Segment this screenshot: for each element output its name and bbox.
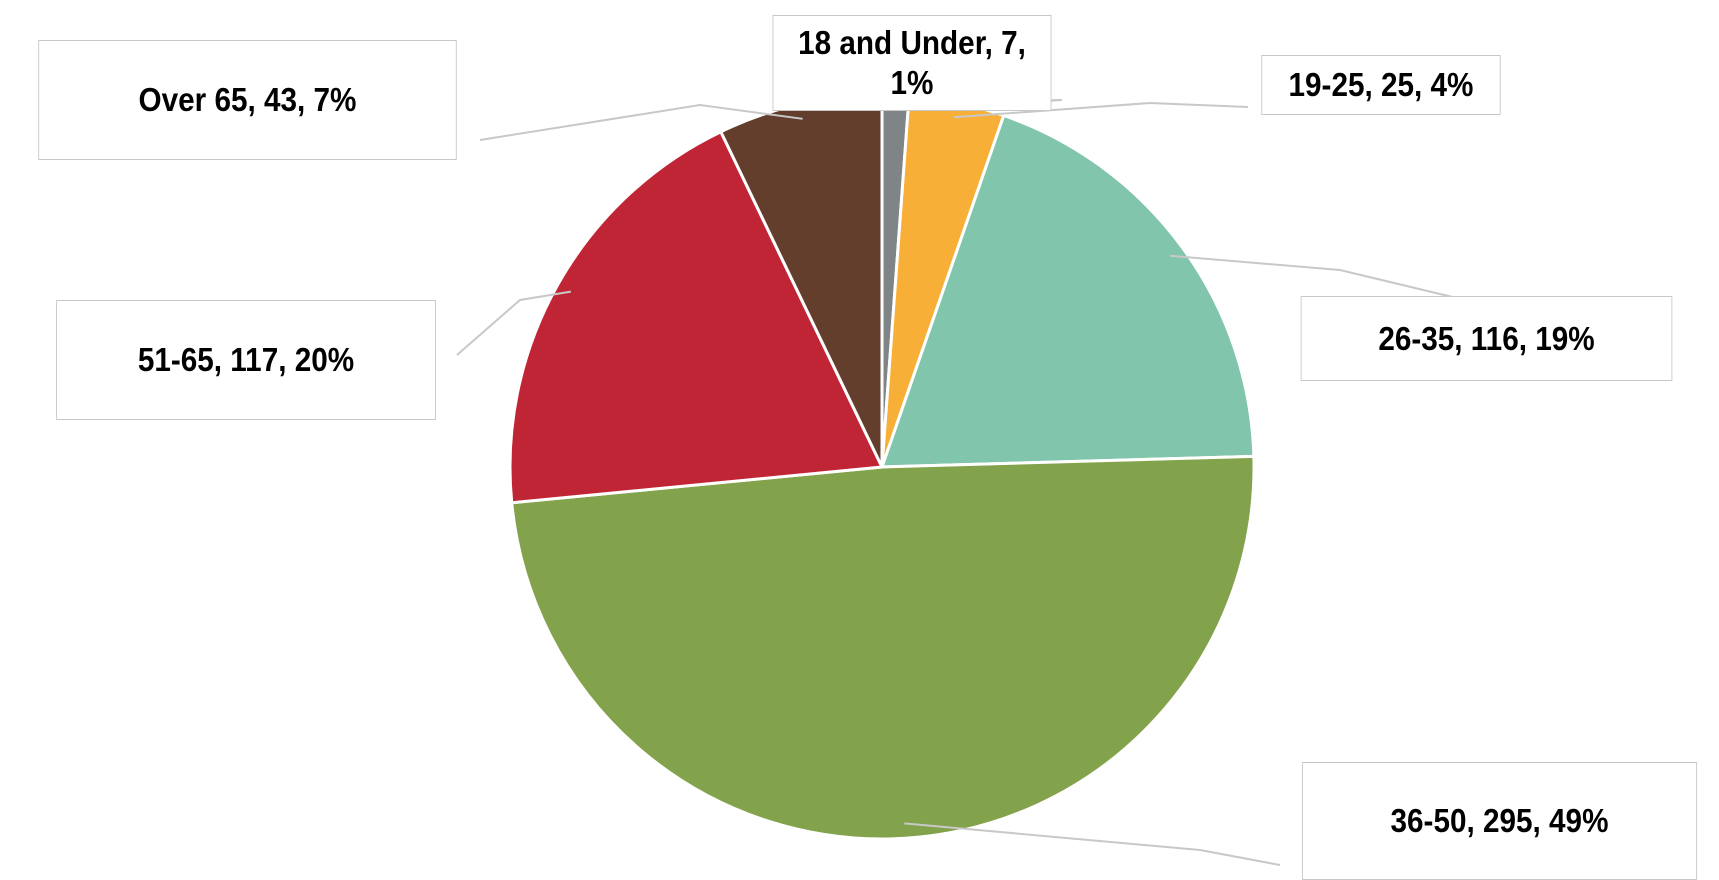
data-label-18-and-under: 18 and Under, 7, 1% (772, 15, 1052, 111)
leader-line-19-25 (953, 101, 1249, 119)
data-label-36-50-text: 36-50, 295, 49% (1390, 802, 1609, 839)
data-label-18-and-under-text: 18 and Under, 7, 1% (798, 24, 1026, 101)
leader-line-36-50 (904, 822, 1281, 866)
data-label-26-35: 26-35, 116, 19% (1300, 296, 1673, 381)
leader-line-51-65 (456, 290, 572, 356)
pie-slice-26-35 (880, 113, 1256, 469)
pie-slices (508, 93, 1256, 841)
data-label-26-35-text: 26-35, 116, 19% (1378, 319, 1595, 357)
data-label-36-50: 36-50, 295, 49% (1301, 762, 1698, 880)
data-label-19-25: 19-25, 25, 4% (1261, 55, 1501, 115)
data-label-over-65-text: Over 65, 43, 7% (138, 81, 357, 118)
data-label-51-65-text: 51-65, 117, 20% (137, 341, 355, 378)
pie-slice-36-50 (510, 454, 1256, 841)
data-label-51-65: 51-65, 117, 20% (56, 300, 436, 420)
data-label-19-25-text: 19-25, 25, 4% (1288, 66, 1474, 103)
data-label-over-65: Over 65, 43, 7% (38, 40, 457, 160)
leader-line-over-65 (479, 103, 803, 141)
leader-lines (456, 99, 1466, 866)
leader-line-26-35 (1169, 254, 1466, 301)
pie-slice-51-65 (508, 130, 884, 505)
